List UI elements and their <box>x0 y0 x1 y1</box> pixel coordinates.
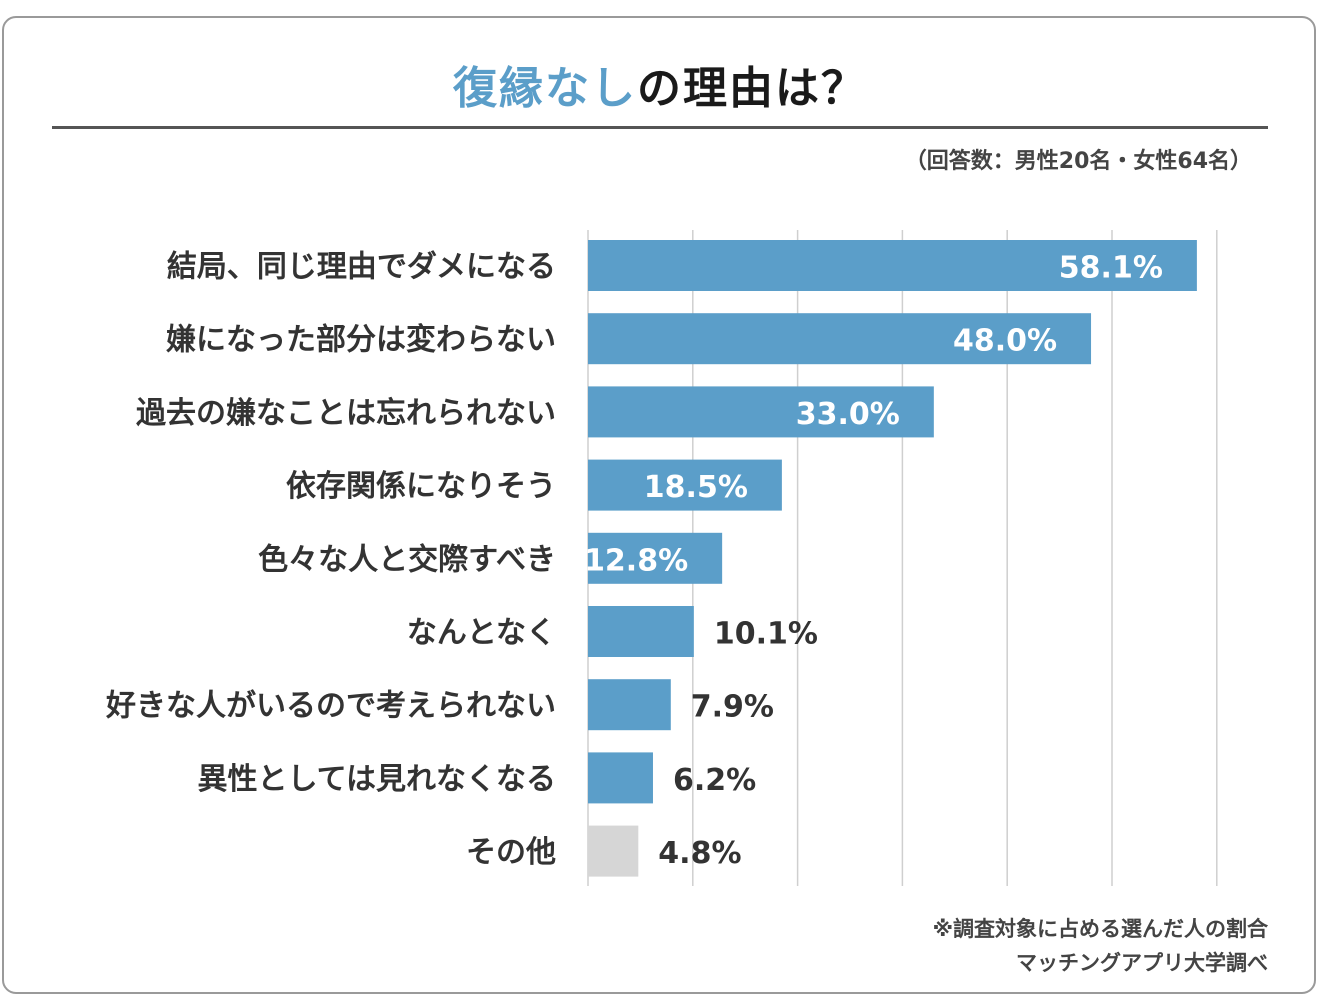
category-label-7: 好きな人がいるので考えられない <box>105 689 556 724</box>
footnote-source: マッチングアプリ大学調べ <box>1016 951 1268 975</box>
bar-6 <box>588 606 694 657</box>
category-label-2: 嫌になった部分は変わらない <box>166 323 556 358</box>
bar-7 <box>588 679 671 731</box>
bar-2 <box>588 313 1092 365</box>
value-label-8: 6.2% <box>673 763 756 798</box>
value-label-6: 10.1% <box>714 617 818 652</box>
value-label-4: 18.5% <box>644 470 748 505</box>
chart-title: 復縁なしの理由は？ <box>0 52 1320 116</box>
value-label-5: 12.8% <box>584 543 688 578</box>
bar-3 <box>588 386 934 438</box>
bar-1 <box>588 240 1197 291</box>
bar-9 <box>588 825 639 877</box>
sample-size-note: （回答数：男性20名・女性64名） <box>904 149 1252 174</box>
bar-5 <box>588 532 723 584</box>
category-label-6: なんとなく <box>407 616 556 651</box>
category-label-5: 色々な人と交際すべき <box>258 542 556 577</box>
category-label-4: 依存関係になりそう <box>286 469 556 504</box>
bar-4 <box>588 459 782 511</box>
footnote-survey: ※調査対象に占める選んだ人の割合 <box>932 917 1268 941</box>
category-label-8: 異性としては見れなくなる <box>198 762 557 797</box>
category-label-9: その他 <box>466 835 556 870</box>
category-label-3: 過去の嫌なことは忘れられない <box>136 396 556 431</box>
value-label-3: 33.0% <box>796 397 900 432</box>
value-label-9: 4.8% <box>658 836 741 871</box>
value-label-7: 7.9% <box>691 690 774 725</box>
title-accent: 復縁なし <box>453 63 637 114</box>
value-label-1: 58.1% <box>1059 251 1163 286</box>
title-divider <box>52 126 1268 129</box>
category-label-1: 結局、同じ理由でダメになる <box>167 250 556 285</box>
bar-8 <box>588 752 653 804</box>
value-label-2: 48.0% <box>953 324 1057 359</box>
title-rest: の理由は？ <box>637 63 867 114</box>
